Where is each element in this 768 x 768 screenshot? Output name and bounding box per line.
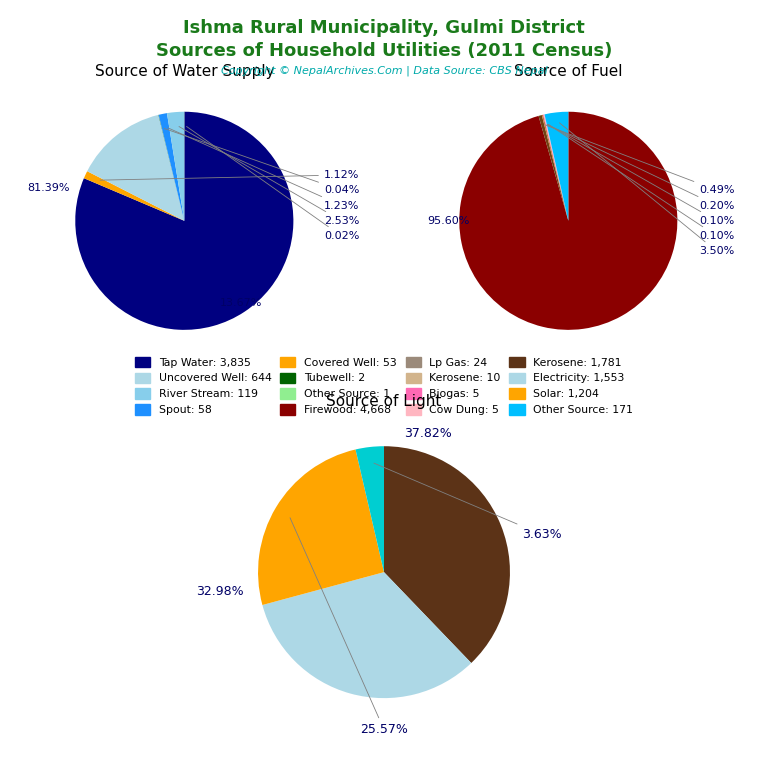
Text: 1.23%: 1.23%: [168, 127, 359, 210]
Text: 0.20%: 0.20%: [547, 124, 734, 210]
Wedge shape: [167, 112, 184, 221]
Wedge shape: [545, 111, 568, 221]
Wedge shape: [75, 111, 293, 330]
Wedge shape: [84, 171, 184, 221]
Text: Sources of Household Utilities (2011 Census): Sources of Household Utilities (2011 Cen…: [156, 42, 612, 60]
Wedge shape: [356, 446, 384, 572]
Legend: Tap Water: 3,835, Uncovered Well: 644, River Stream: 119, Spout: 58, Covered Wel: Tap Water: 3,835, Uncovered Well: 644, R…: [135, 357, 633, 415]
Text: Ishma Rural Municipality, Gulmi District: Ishma Rural Municipality, Gulmi District: [183, 19, 585, 37]
Wedge shape: [159, 113, 184, 221]
Wedge shape: [459, 111, 677, 329]
Text: 25.57%: 25.57%: [290, 518, 408, 736]
Text: 1.12%: 1.12%: [100, 170, 359, 180]
Wedge shape: [543, 114, 568, 221]
Wedge shape: [538, 115, 568, 221]
Text: 3.50%: 3.50%: [559, 123, 734, 257]
Wedge shape: [384, 446, 510, 663]
Text: 32.98%: 32.98%: [197, 584, 244, 598]
Text: 81.39%: 81.39%: [27, 183, 69, 193]
Wedge shape: [263, 572, 472, 698]
Wedge shape: [544, 114, 568, 221]
Title: Source of Fuel: Source of Fuel: [514, 65, 623, 79]
Text: 13.67%: 13.67%: [220, 297, 262, 308]
Text: 0.49%: 0.49%: [545, 125, 735, 195]
Wedge shape: [158, 114, 184, 221]
Text: 0.10%: 0.10%: [548, 124, 734, 241]
Text: 2.53%: 2.53%: [179, 127, 359, 226]
Title: Source of Water Supply: Source of Water Supply: [94, 65, 274, 79]
Wedge shape: [258, 449, 384, 605]
Title: Source of Light: Source of Light: [326, 395, 442, 409]
Text: 0.04%: 0.04%: [164, 128, 359, 195]
Text: 95.60%: 95.60%: [427, 216, 469, 226]
Wedge shape: [541, 114, 568, 221]
Wedge shape: [88, 115, 184, 221]
Text: 3.63%: 3.63%: [374, 463, 561, 541]
Text: 0.10%: 0.10%: [548, 124, 734, 226]
Text: 0.02%: 0.02%: [187, 127, 359, 241]
Text: Copyright © NepalArchives.Com | Data Source: CBS Nepal: Copyright © NepalArchives.Com | Data Sou…: [220, 65, 548, 76]
Text: 37.82%: 37.82%: [404, 427, 452, 440]
